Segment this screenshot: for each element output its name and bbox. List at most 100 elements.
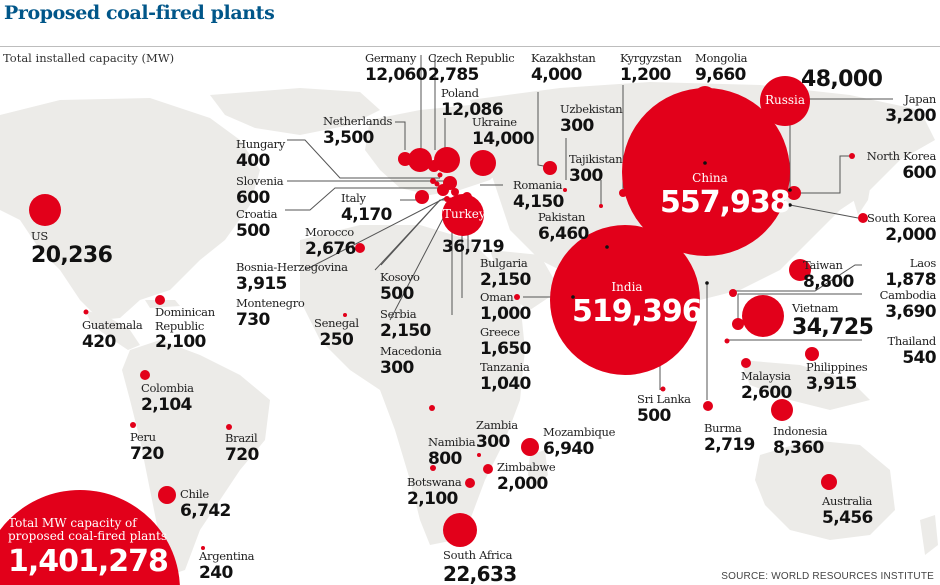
label-thailand: Thailand 540 (887, 334, 936, 368)
bubble-australia (821, 474, 837, 490)
label-kazakhstan: Kazakhstan 4,000 (531, 51, 596, 85)
bubble-bulgaria (462, 192, 472, 202)
label-uzbekistan: Uzbekistan 300 (560, 102, 623, 136)
label-russia-value: 48,000 (801, 67, 883, 92)
bubble-serbia (451, 188, 459, 196)
label-tajikistan: Tajikistan 300 (569, 152, 623, 186)
label-cambodia: Cambodia 3,690 (879, 288, 937, 322)
label-zimbabwe: Zimbabwe 2,000 (497, 460, 556, 494)
bubble-kyrgyzstan (619, 189, 627, 197)
label-australia: Australia 5,456 (822, 494, 873, 528)
bubble-macedonia (453, 204, 457, 208)
label-zambia: Zambia 300 (476, 418, 518, 452)
bubble-bosnia (437, 184, 449, 196)
bubble-mongolia (694, 86, 716, 108)
label-bosnia: Bosnia-Herzegovina 3,915 (236, 260, 348, 294)
label-south-africa: South Africa 22,633 (443, 548, 517, 585)
bubble-mozambique (521, 438, 539, 456)
bubble-namibia (430, 465, 436, 471)
bubble-peru (130, 422, 136, 428)
bubble-botswana (465, 478, 475, 488)
label-namibia: Namibia 800 (428, 435, 476, 469)
label-peru: Peru 720 (130, 430, 164, 464)
bubble-morocco (355, 243, 365, 253)
bubble-poland (434, 147, 460, 173)
bubble-germany (408, 148, 432, 172)
source-credit: SOURCE: WORLD RESOURCES INSTITUTE (721, 571, 934, 582)
bubble-ukraine (470, 150, 496, 176)
label-senegal: Senegal 250 (314, 316, 359, 350)
label-morocco: Morocco 2,676 (305, 225, 356, 259)
bubble-russia (760, 76, 810, 126)
bubble-senegal (343, 313, 347, 317)
bubble-colombia (140, 370, 150, 380)
bubble-indonesia (771, 399, 793, 421)
label-botswana: Botswana 2,100 (407, 475, 462, 509)
label-vietnam: Vietnam 34,725 (792, 301, 874, 340)
label-macedonia: Macedonia 300 (380, 344, 442, 378)
bubble-burma (703, 401, 713, 411)
label-south-korea: South Korea 2,000 (867, 211, 937, 245)
bubble-china (622, 88, 790, 256)
bubble-thailand (724, 338, 730, 344)
bubble-malaysia (741, 358, 751, 368)
label-india: India 519,396 (572, 280, 703, 329)
label-russia-name: Russia (764, 93, 806, 107)
label-czech: Czech Republic 2,785 (428, 51, 515, 85)
label-north-korea: North Korea 600 (866, 149, 937, 183)
bubble-guatemala (83, 309, 89, 315)
label-us: US 20,236 (31, 229, 113, 268)
label-japan: Japan 3,200 (885, 92, 936, 126)
bubble-zambia (477, 453, 481, 457)
bubble-tanzania (429, 405, 435, 411)
label-kosovo: Kosovo 500 (380, 270, 420, 304)
total-capacity: Total MW capacity of proposed coal-fired… (8, 516, 169, 580)
label-turkey-value: 36,719 (442, 237, 505, 257)
bubble-india (550, 225, 700, 375)
bubble-sri-lanka (660, 386, 666, 392)
label-guatemala: Guatemala 420 (82, 318, 143, 352)
label-burma: Burma 2,719 (704, 421, 755, 455)
bubble-pakistan (595, 238, 613, 256)
label-sri-lanka: Sri Lanka 500 (637, 392, 691, 426)
label-china: China 557,938 (660, 171, 791, 220)
bubbles (0, 76, 868, 585)
bubble-taiwan (789, 259, 811, 281)
bubble-north-korea (849, 153, 855, 159)
label-mozambique: Mozambique 6,940 (543, 425, 616, 459)
label-netherlands: Netherlands 3,500 (323, 114, 393, 148)
label-chile: Chile 6,742 (180, 487, 231, 521)
label-germany: Germany 12,060 (365, 51, 428, 85)
label-bulgaria: Bulgaria 2,150 (480, 256, 531, 290)
label-montenegro: Montenegro 730 (236, 296, 305, 330)
bubble-brazil (226, 424, 232, 430)
bubble-kazakhstan (543, 161, 557, 175)
label-turkey-name: Turkey (443, 207, 486, 221)
bubble-croatia (434, 181, 440, 187)
label-croatia: Croatia 500 (236, 207, 278, 241)
label-pakistan: Pakistan 6,460 (538, 210, 589, 244)
bubble-oman (514, 294, 520, 300)
bubble-montenegro (444, 196, 450, 202)
bubble-argentina (201, 546, 205, 550)
label-kyrgyzstan: Kyrgyzstan 1,200 (620, 51, 682, 85)
label-greece: Greece 1,650 (480, 325, 531, 359)
bubble-tajikistan (599, 204, 603, 208)
label-ukraine: Ukraine 14,000 (472, 115, 535, 149)
bubble-south-korea (858, 213, 868, 223)
label-slovenia: Slovenia 600 (236, 174, 284, 208)
bubble-us (29, 194, 61, 226)
label-hungary: Hungary 400 (236, 137, 285, 171)
bubble-czech (428, 160, 440, 172)
label-serbia: Serbia 2,150 (380, 307, 431, 341)
label-romania: Romania 4,150 (513, 178, 564, 212)
label-malaysia: Malaysia 2,600 (741, 369, 792, 403)
leader-dots (571, 161, 792, 299)
header-divider (0, 46, 940, 47)
label-oman: Oman 1,000 (480, 290, 531, 324)
label-laos: Laos 1,878 (885, 256, 936, 290)
bubble-total (0, 490, 180, 585)
bubble-cambodia (732, 318, 744, 330)
